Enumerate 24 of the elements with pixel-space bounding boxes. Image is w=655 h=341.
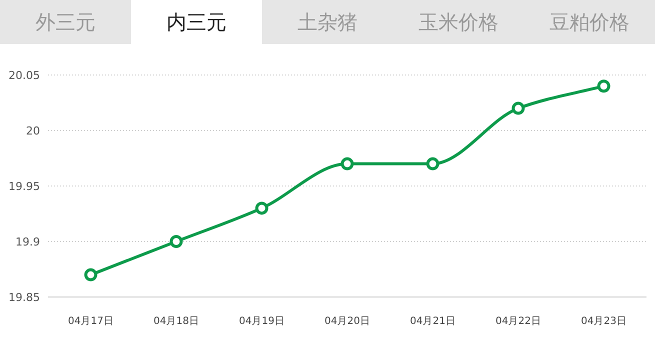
x-tick-label: 04月22日 xyxy=(496,316,541,327)
point xyxy=(512,102,525,115)
point xyxy=(170,235,183,248)
y-tick-label: 20.05 xyxy=(8,69,40,82)
text: 玉米价格 xyxy=(418,10,498,34)
point xyxy=(255,202,268,215)
point xyxy=(340,157,354,170)
text: 豆粕价格 xyxy=(550,10,630,34)
x-tick-label: 04月21日 xyxy=(410,316,456,327)
y-tick-label: 20 xyxy=(26,124,40,138)
x-tick-label: 04月17日 xyxy=(68,316,114,327)
point xyxy=(597,80,610,93)
point xyxy=(426,157,440,170)
x-tick-label: 04月23日 xyxy=(581,316,626,327)
y-tick-label: 19.9 xyxy=(16,236,40,248)
text: 土杂猪 xyxy=(298,10,358,34)
x-tick-label: 04月18日 xyxy=(154,316,199,327)
text: 内三元 xyxy=(166,10,226,34)
point xyxy=(84,268,98,282)
y-tick-label: 19.85 xyxy=(8,291,40,304)
y-tick-label: 19.95 xyxy=(8,180,40,193)
text: 外三元 xyxy=(36,10,96,34)
x-tick-label: 04月19日 xyxy=(239,316,284,327)
x-tick-label: 04月20日 xyxy=(324,316,370,327)
